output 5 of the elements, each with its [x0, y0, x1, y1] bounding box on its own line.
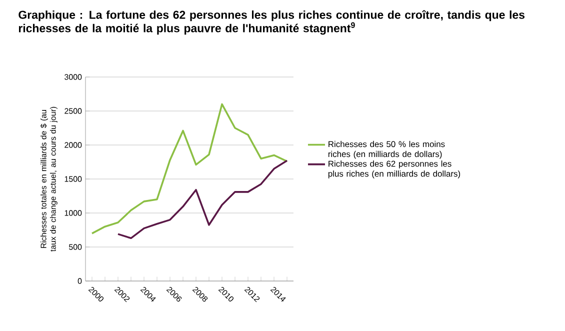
line-series [91, 103, 288, 234]
line-series [117, 160, 288, 240]
legend-label: Richesses des 50 % les moins riches (en milliards de dollars) [328, 140, 445, 159]
legend-label: Richesses des 62 personnes les plus riches (en milliards de dollars) [328, 160, 460, 178]
chart-title: Graphique : La fortune des 62 personnes les plus riches continue de croître, tandis que les richesses de la moitié la plus pauvre de l'humanité stagnent$^{9}$ [18, 10, 524, 35]
